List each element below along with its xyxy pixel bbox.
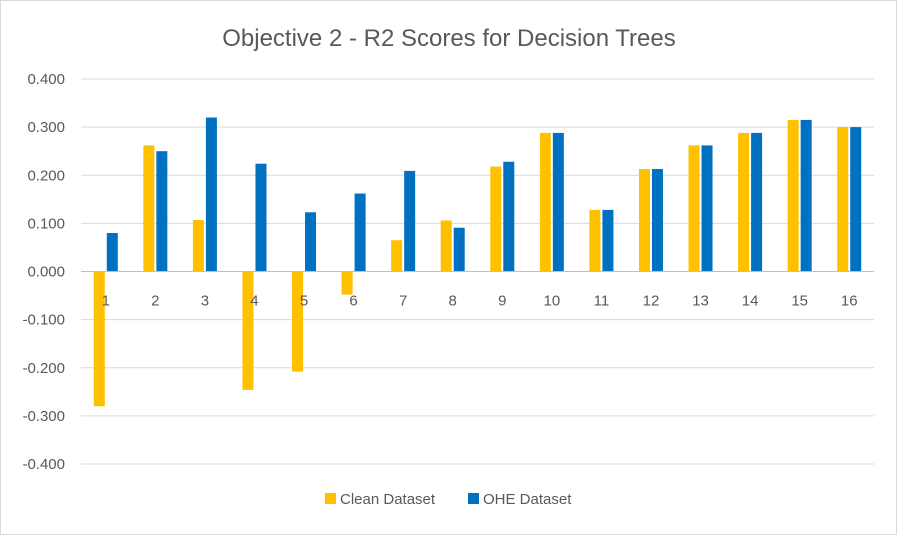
x-tick-label: 3: [201, 293, 209, 310]
x-tick-label: 5: [300, 293, 308, 310]
bar-clean-5: [292, 271, 304, 372]
legend-swatch-clean: [325, 493, 336, 504]
x-tick-label: 8: [449, 293, 457, 310]
bar-clean-3: [192, 220, 204, 272]
bar-ohe-10: [552, 132, 564, 272]
x-tick-label: 15: [791, 293, 808, 310]
x-tick-label: 4: [250, 293, 258, 310]
bar-clean-14: [738, 132, 750, 272]
bar-clean-11: [589, 209, 601, 272]
bar-clean-1: [93, 271, 105, 407]
bar-ohe-3: [205, 117, 217, 272]
y-tick-label: -0.200: [22, 360, 65, 377]
bar-ohe-6: [354, 193, 366, 272]
y-tick-label: 0.400: [27, 71, 65, 88]
chart-title: Objective 2 - R2 Scores for Decision Tre…: [222, 25, 676, 52]
y-tick-label: -0.100: [22, 312, 65, 329]
bar-ohe-8: [453, 227, 465, 272]
bar-clean-6: [341, 271, 353, 295]
x-tick-label: 11: [594, 293, 610, 310]
x-tick-label: 12: [643, 293, 660, 310]
bar-clean-9: [490, 166, 502, 272]
bar-ohe-2: [156, 151, 168, 272]
bar-ohe-11: [602, 209, 614, 272]
bar-clean-12: [638, 168, 650, 272]
bar-ohe-4: [255, 163, 267, 272]
x-tick-label: 2: [151, 293, 159, 310]
y-tick-label: 0.300: [27, 119, 65, 136]
y-tick-label: -0.400: [22, 456, 65, 473]
bar-ohe-14: [751, 132, 763, 272]
bar-ohe-9: [503, 161, 515, 272]
x-tick-label: 6: [349, 293, 357, 310]
bar-ohe-12: [651, 168, 663, 272]
y-tick-label: 0.100: [27, 215, 65, 232]
bar-clean-2: [143, 145, 155, 272]
bar-ohe-7: [404, 170, 416, 272]
bar-clean-15: [787, 119, 799, 272]
bar-clean-8: [440, 220, 452, 272]
bar-clean-4: [242, 271, 254, 390]
y-axis-tick-labels: 0.400 0.300 0.200 0.100 0.000 -0.100 -0.200 -0.…: [22, 71, 65, 473]
x-tick-label: 7: [399, 293, 407, 310]
x-tick-label: 9: [498, 293, 506, 310]
x-tick-label: 13: [692, 293, 709, 310]
bars: [93, 117, 862, 407]
y-tick-label: 0.000: [27, 264, 65, 281]
bar-ohe-16: [850, 127, 862, 272]
x-tick-label: 1: [102, 293, 110, 310]
x-tick-label: 14: [742, 293, 759, 310]
y-tick-label: 0.200: [27, 167, 65, 184]
bar-clean-10: [539, 132, 551, 272]
legend-swatch-ohe: [468, 493, 479, 504]
legend-label-clean: Clean Dataset: [340, 491, 436, 508]
bar-ohe-1: [106, 233, 118, 272]
bar-ohe-5: [305, 212, 317, 272]
bar-ohe-15: [800, 119, 812, 272]
x-axis-tick-labels: 1 2 3 4 5 6 7 8 9 10 11 12 13 14 15 16: [102, 293, 858, 310]
x-tick-label: 16: [841, 293, 858, 310]
bar-clean-16: [837, 127, 849, 272]
legend-label-ohe: OHE Dataset: [483, 491, 572, 508]
bar-clean-7: [391, 240, 403, 272]
bar-ohe-13: [701, 145, 713, 272]
legend: Clean Dataset OHE Dataset: [325, 491, 572, 508]
x-tick-label: 10: [544, 293, 561, 310]
y-tick-label: -0.300: [22, 408, 65, 425]
bar-clean-13: [688, 145, 700, 272]
